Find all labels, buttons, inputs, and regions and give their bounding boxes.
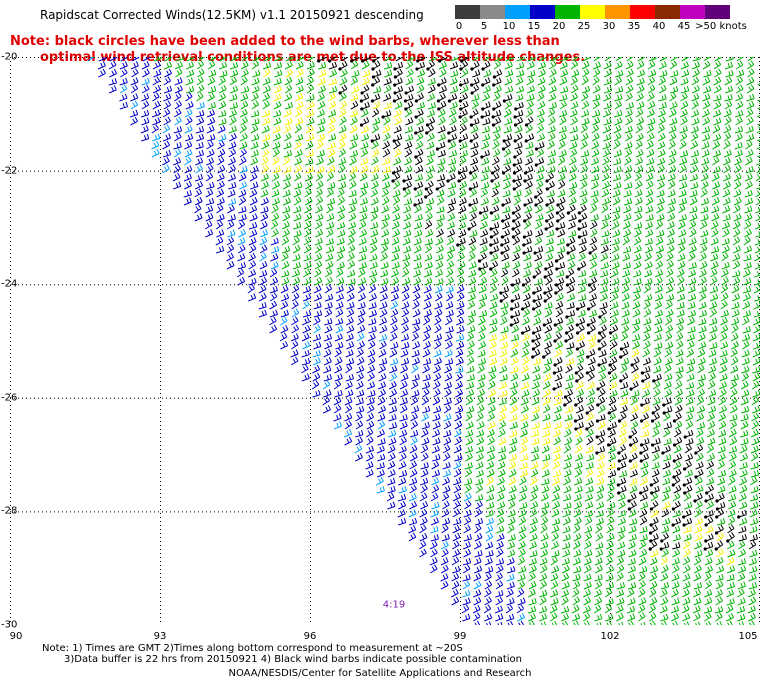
quality-note-line-1: Note: black circles have been added to t… [10, 34, 560, 49]
latitude-label: -24 [1, 278, 18, 290]
colorbar-label: 35 [627, 21, 641, 32]
latitude-label: -28 [1, 505, 18, 517]
wind-barb-layer [10, 57, 760, 625]
latitude-label: -22 [1, 165, 18, 177]
longitude-label: 99 [453, 631, 467, 642]
colorbar-swatch [455, 5, 480, 19]
credit-line: NOAA/NESDIS/Center for Satellite Applica… [228, 668, 532, 679]
longitude-label: 105 [738, 631, 758, 642]
wind-barbs-dark [318, 57, 758, 550]
colorbar-label: 20 [552, 21, 566, 32]
colorbar-label: 10 [502, 21, 516, 32]
colorbar-label: >50 knots [695, 21, 747, 32]
longitude-label: 96 [303, 631, 317, 642]
colorbar-swatch [655, 5, 680, 19]
colorbar-labels: 0 5 10 15 20 25 30 35 40 45 >50 knots [455, 21, 760, 35]
wind-speed-colorbar [455, 5, 730, 19]
colorbar-swatch [705, 5, 730, 19]
contamination-circles [317, 59, 741, 551]
colorbar-label: 25 [577, 21, 591, 32]
colorbar-swatch [505, 5, 530, 19]
wind-barbs-blue [97, 57, 526, 625]
latitude-label: -20 [1, 51, 18, 63]
wind-barbs [87, 57, 760, 625]
colorbar-swatch [530, 5, 555, 19]
longitude-label: 102 [600, 631, 620, 642]
wind-barbs-yellow [261, 68, 735, 566]
swath-time-label: 4:19 [382, 599, 406, 611]
colorbar-label: 5 [480, 21, 488, 32]
wind-barbs-green [153, 57, 760, 625]
colorbar-label: 15 [527, 21, 541, 32]
wind-barbs-lblue [87, 57, 526, 622]
colorbar-label: 40 [652, 21, 666, 32]
footnote-line-2: 3)Data buffer is 22 hrs from 20150921 4)… [64, 654, 522, 665]
colorbar-label: 0 [455, 21, 463, 32]
map-title: Rapidscat Corrected Winds(12.5KM) v1.1 2… [40, 8, 424, 22]
colorbar-label: 30 [602, 21, 616, 32]
colorbar-swatch [480, 5, 505, 19]
latitude-label: -26 [1, 392, 18, 404]
wind-barb-map [10, 57, 760, 625]
colorbar-label: 45 [677, 21, 691, 32]
colorbar-swatch [555, 5, 580, 19]
colorbar-swatch [680, 5, 705, 19]
colorbar-swatch [630, 5, 655, 19]
footnote-line-1: Note: 1) Times are GMT 2)Times along bot… [42, 643, 463, 654]
longitude-label: 90 [9, 631, 23, 642]
longitude-label: 93 [153, 631, 167, 642]
colorbar-swatch [580, 5, 605, 19]
colorbar-swatch [605, 5, 630, 19]
latitude-label: -30 [1, 619, 18, 631]
